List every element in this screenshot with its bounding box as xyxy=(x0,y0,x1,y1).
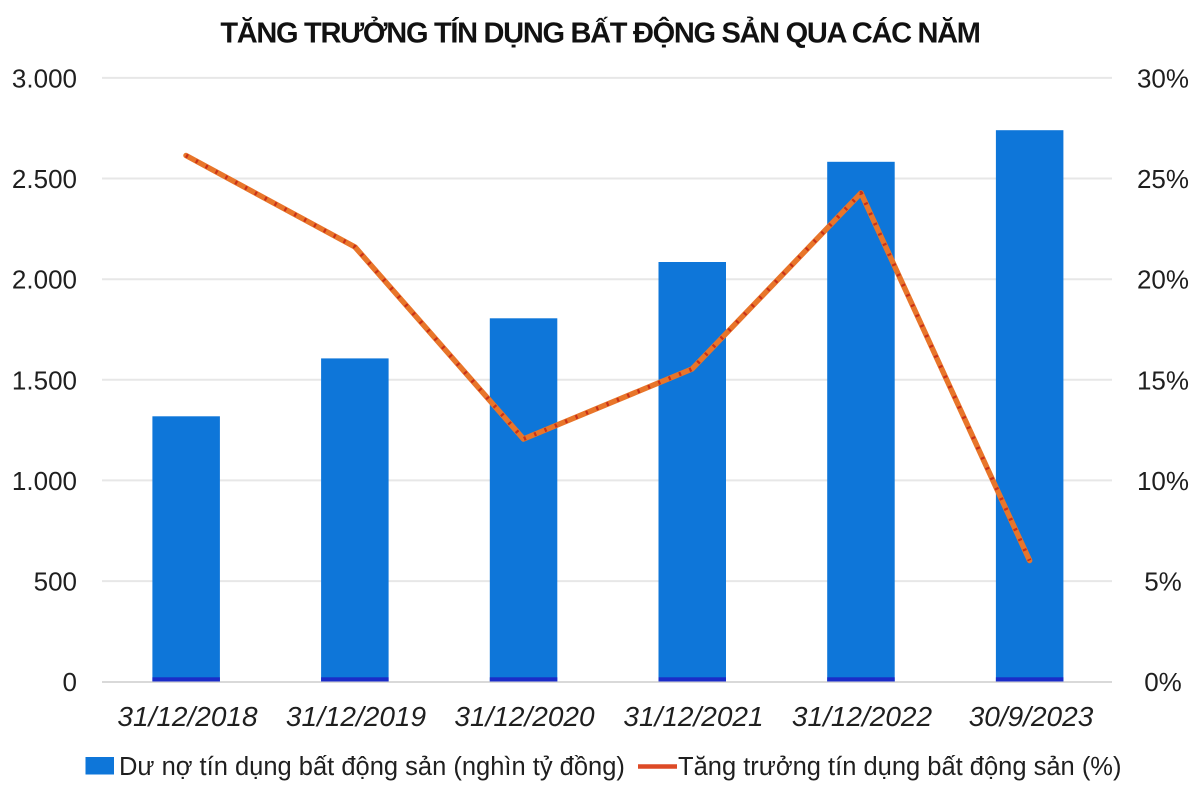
svg-text:5%: 5% xyxy=(1144,567,1182,597)
svg-text:25%: 25% xyxy=(1137,164,1189,194)
svg-text:20%: 20% xyxy=(1137,265,1189,295)
svg-text:31/12/2020: 31/12/2020 xyxy=(454,701,595,732)
svg-text:3.000: 3.000 xyxy=(12,63,77,93)
svg-text:Tăng trưởng tín dụng bất động: Tăng trưởng tín dụng bất động sản (%) xyxy=(678,753,1121,781)
svg-text:TĂNG TRƯỞNG TÍN DỤNG BẤT ĐỘNG: TĂNG TRƯỞNG TÍN DỤNG BẤT ĐỘNG SẢN QUA CÁ… xyxy=(220,16,979,50)
svg-text:10%: 10% xyxy=(1137,466,1189,496)
svg-text:0%: 0% xyxy=(1144,667,1182,697)
svg-text:1.500: 1.500 xyxy=(12,365,77,395)
svg-text:30/9/2023: 30/9/2023 xyxy=(969,701,1094,732)
svg-text:31/12/2018: 31/12/2018 xyxy=(117,701,258,732)
svg-text:30%: 30% xyxy=(1137,63,1189,93)
svg-text:2.000: 2.000 xyxy=(12,265,77,295)
svg-text:0: 0 xyxy=(63,667,77,697)
svg-text:Dư nợ tín dụng bất động sản (n: Dư nợ tín dụng bất động sản (nghìn tỷ đồ… xyxy=(119,753,625,781)
svg-text:31/12/2019: 31/12/2019 xyxy=(286,701,426,732)
svg-text:15%: 15% xyxy=(1137,365,1189,395)
svg-text:2.500: 2.500 xyxy=(12,164,77,194)
svg-text:1.000: 1.000 xyxy=(12,466,77,496)
svg-text:31/12/2022: 31/12/2022 xyxy=(792,701,933,732)
svg-text:500: 500 xyxy=(34,567,77,597)
svg-text:31/12/2021: 31/12/2021 xyxy=(623,701,763,732)
